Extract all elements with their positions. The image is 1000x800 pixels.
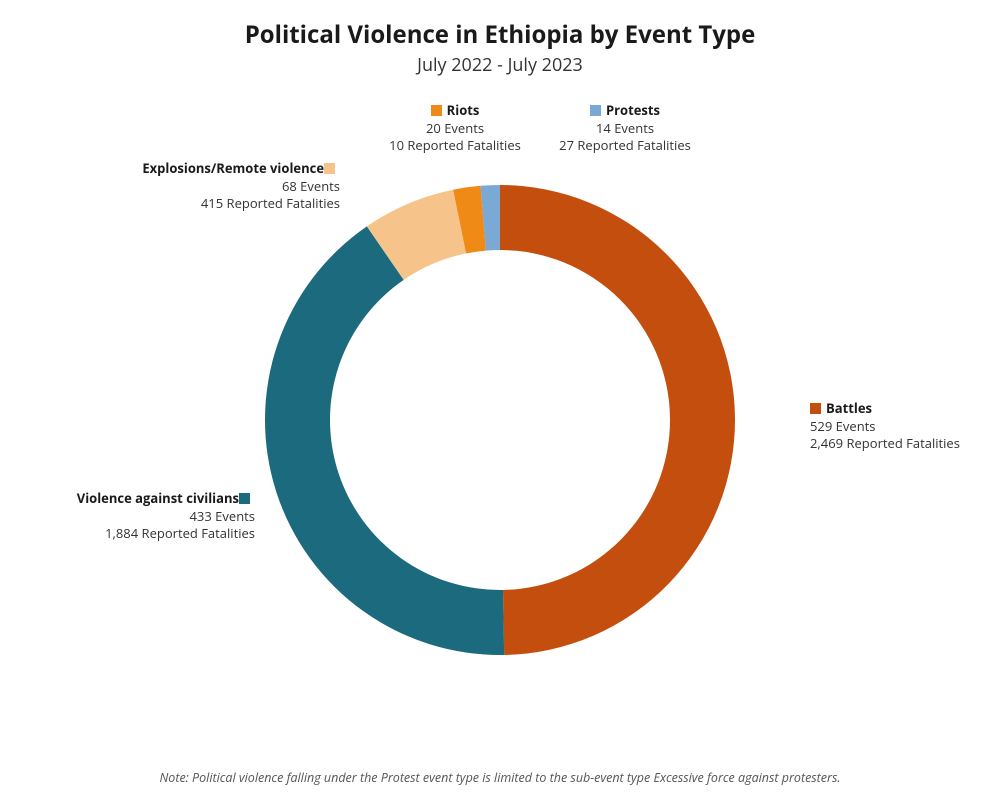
swatch-icon [590, 105, 601, 116]
slice-battles [500, 185, 735, 655]
swatch-icon [324, 163, 335, 174]
chart-area: Battles529 Events2,469 Reported Fataliti… [0, 90, 1000, 750]
chart-subtitle: July 2022 - July 2023 [0, 53, 1000, 77]
label-violence-against-civilians: Violence against civilians433 Events1,88… [55, 490, 255, 543]
swatch-icon [431, 105, 442, 116]
label-riots: Riots20 Events10 Reported Fatalities [370, 102, 540, 155]
swatch-icon [239, 493, 250, 504]
slice-violence-against-civilians [265, 226, 504, 655]
swatch-icon [810, 403, 821, 414]
label-battles: Battles529 Events2,469 Reported Fataliti… [810, 400, 960, 453]
label-protests: Protests14 Events27 Reported Fatalities [540, 102, 710, 155]
chart-title: Political Violence in Ethiopia by Event … [0, 0, 1000, 51]
label-explosions-remote-violence: Explosions/Remote violence68 Events415 R… [140, 160, 340, 213]
donut-chart [265, 185, 735, 655]
chart-footnote: Note: Political violence falling under t… [0, 769, 1000, 786]
